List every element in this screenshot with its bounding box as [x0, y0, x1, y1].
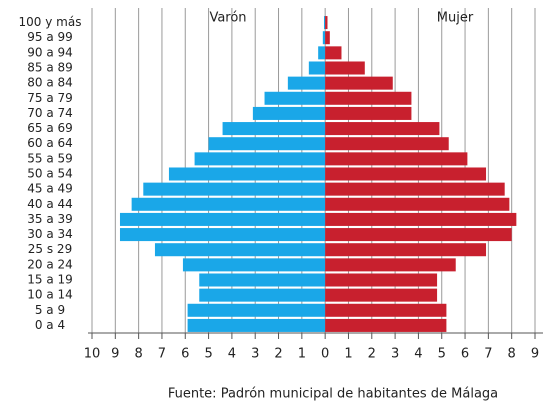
source: Fuente: Padrón municipal de habitantes d… [168, 387, 498, 402]
bar [154, 243, 326, 257]
x-tick-label: 8 [508, 347, 516, 362]
x-tick-label: 7 [158, 347, 166, 362]
x-tick-label: 8 [134, 347, 142, 362]
y-tick-label: 95 a 99 [27, 30, 73, 44]
y-tick-label: 20 a 24 [27, 257, 73, 271]
x-tick-label: 4 [228, 347, 236, 362]
x-tick-label: 10 [84, 347, 101, 362]
bar [325, 137, 449, 151]
bar [222, 122, 326, 136]
bar [325, 303, 447, 317]
bar [194, 152, 326, 166]
y-tick-label: 30 a 34 [27, 227, 73, 241]
bar [119, 212, 326, 226]
y-tick-label: 15 a 19 [27, 273, 73, 287]
x-tick-label: 4 [414, 347, 422, 362]
x-tick-label: 6 [461, 347, 469, 362]
bar [199, 273, 326, 287]
bar [308, 61, 326, 75]
x-tick-label: 7 [484, 347, 492, 362]
y-tick-label: 0 a 4 [35, 318, 65, 332]
x-tick-label: 5 [438, 347, 446, 362]
legend-label: Varón [209, 11, 246, 26]
y-tick-label: 45 a 49 [27, 182, 73, 196]
bar [325, 31, 330, 45]
legend-label: Mujer [437, 11, 474, 26]
bar [325, 318, 447, 332]
y-tick-label: 35 a 39 [27, 212, 73, 226]
bar [187, 303, 326, 317]
x-tick-label: 3 [391, 347, 399, 362]
bar [325, 243, 487, 257]
bar [119, 228, 326, 242]
x-tick-label: 1 [344, 347, 352, 362]
bar [325, 228, 512, 242]
bar [325, 167, 487, 181]
y-tick-label: 5 a 9 [35, 303, 65, 317]
y-tick-label: 60 a 64 [27, 136, 73, 150]
x-tick-label: 3 [251, 347, 259, 362]
bar [252, 106, 326, 120]
x-tick-label: 0 [321, 347, 329, 362]
bar [325, 61, 365, 75]
bar [182, 258, 326, 272]
bar [318, 46, 326, 60]
x-tick-label: 9 [111, 347, 119, 362]
bar [131, 197, 326, 211]
bar [325, 197, 510, 211]
y-tick-label: 55 a 59 [27, 151, 73, 165]
bar [325, 273, 438, 287]
bar [168, 167, 326, 181]
bar [325, 46, 342, 60]
bar [325, 152, 468, 166]
x-tick-label: 2 [274, 347, 282, 362]
x-tick-label: 6 [181, 347, 189, 362]
y-tick-label: 40 a 44 [27, 197, 73, 211]
y-tick-label: 65 a 69 [27, 121, 73, 135]
x-tick-label: 5 [204, 347, 212, 362]
y-tick-label: 70 a 74 [27, 106, 73, 120]
y-tick-label: 25 s 29 [28, 242, 72, 256]
bar [325, 106, 412, 120]
y-tick-label: 90 a 94 [27, 45, 73, 59]
bar [287, 76, 326, 90]
bar [187, 318, 326, 332]
bar [325, 288, 438, 302]
y-tick-label: 10 a 14 [27, 288, 73, 302]
y-tick-label: 75 a 79 [27, 91, 73, 105]
bar [322, 31, 326, 45]
bar [264, 91, 326, 105]
bar [325, 212, 517, 226]
bar [325, 258, 456, 272]
y-tick-label: 85 a 89 [27, 61, 73, 75]
y-tick-label: 100 y más [19, 15, 82, 29]
bar [325, 16, 328, 30]
y-tick-label: 50 a 54 [27, 167, 73, 181]
bar [325, 122, 440, 136]
bar [208, 137, 326, 151]
bar [325, 182, 505, 196]
bar [199, 288, 326, 302]
y-tick-label: 80 a 84 [27, 76, 73, 90]
x-tick-label: 2 [368, 347, 376, 362]
bar [325, 91, 412, 105]
bar [325, 76, 393, 90]
x-tick-label: 1 [298, 347, 306, 362]
bar [143, 182, 326, 196]
x-tick-label: 9 [531, 347, 539, 362]
bar [323, 16, 326, 30]
